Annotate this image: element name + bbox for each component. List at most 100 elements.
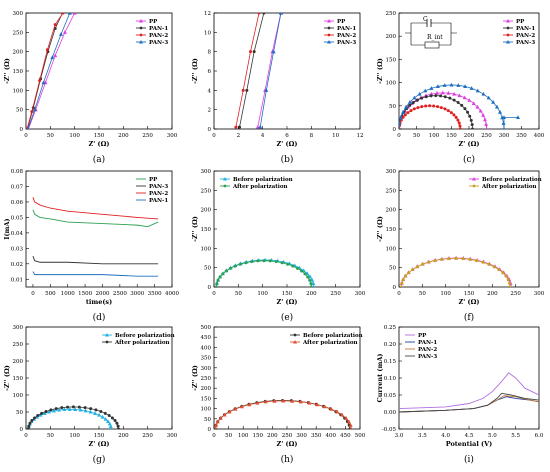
data-point xyxy=(307,400,312,405)
series-line xyxy=(27,13,71,129)
panel-label: (i) xyxy=(464,454,474,465)
x-tick-label: 100 xyxy=(257,291,268,297)
x-tick-label: 250 xyxy=(142,133,153,139)
data-point xyxy=(428,104,432,108)
data-point xyxy=(329,406,334,411)
data-point xyxy=(481,112,486,117)
y-axis-label: I(mA) xyxy=(3,218,11,239)
y-tick-label: 0.03 xyxy=(11,246,24,252)
data-point xyxy=(478,108,483,113)
data-point xyxy=(449,111,453,115)
legend-label: PAN-1 xyxy=(337,26,356,32)
series-pp xyxy=(399,372,539,410)
y-tick-label: 8 xyxy=(208,50,212,56)
data-point xyxy=(26,126,30,129)
y-tick-label: 0.07 xyxy=(11,184,24,190)
y-tick-label: 0.05 xyxy=(384,393,397,399)
y-tick-label: 300 xyxy=(201,169,212,175)
legend-marker xyxy=(223,184,227,188)
legend-label: PP xyxy=(149,19,157,25)
x-tick-label: 6.0 xyxy=(535,433,544,439)
series-before-polarization xyxy=(214,257,316,287)
data-point xyxy=(502,126,506,129)
resistor-label: R_int xyxy=(427,34,443,41)
data-point xyxy=(457,121,461,125)
series-pan-3 xyxy=(399,82,520,129)
legend-marker xyxy=(506,19,510,23)
x-tick-label: 0 xyxy=(212,433,216,439)
data-point xyxy=(400,109,405,114)
data-point xyxy=(241,88,245,92)
data-point xyxy=(456,83,461,87)
data-point xyxy=(218,275,222,279)
data-point xyxy=(399,126,401,129)
data-point xyxy=(97,412,102,417)
x-tick-label: 4.0 xyxy=(441,433,450,439)
y-tick-label: 0 xyxy=(20,127,24,133)
x-tick-label: 50 xyxy=(235,291,242,297)
data-point xyxy=(233,406,238,411)
legend-label: PAN-3 xyxy=(516,40,535,46)
data-point xyxy=(216,278,220,282)
legend-marker xyxy=(472,177,476,181)
data-point xyxy=(400,281,404,285)
y-tick-label: 150 xyxy=(201,227,212,233)
data-point xyxy=(27,424,31,428)
data-point xyxy=(443,107,447,111)
data-point xyxy=(456,100,460,104)
data-point xyxy=(494,104,499,109)
y-tick-label: 50 xyxy=(204,266,211,272)
legend-marker xyxy=(506,40,510,44)
panel-c: 0 50 100 150 200 250 300 350 400050100150200250Z… xyxy=(376,11,545,165)
data-point xyxy=(83,408,88,413)
x-tick-label: 350 xyxy=(311,433,322,439)
data-point xyxy=(424,95,428,99)
y-tick-label: 0.08 xyxy=(11,169,24,175)
y-tick-label: 350 xyxy=(201,356,212,362)
x-axis-label: Z' (Ω) xyxy=(459,298,480,306)
data-point xyxy=(28,421,32,425)
x-tick-label: 10 xyxy=(332,133,339,139)
x-axis-label: Z' (Ω) xyxy=(89,440,110,448)
data-point xyxy=(486,95,491,100)
data-point xyxy=(62,407,67,412)
y-tick-label: 300 xyxy=(13,325,24,331)
legend-label: After polarization xyxy=(114,340,170,346)
legend-marker xyxy=(472,184,476,188)
plot-area xyxy=(214,257,316,287)
y-tick-label: 250 xyxy=(386,11,397,17)
data-point xyxy=(322,404,327,409)
data-point xyxy=(108,424,113,429)
data-point xyxy=(435,84,440,89)
data-point xyxy=(469,86,474,90)
x-tick-label: 200 xyxy=(464,133,475,139)
series-pan-3 xyxy=(258,13,283,129)
data-point xyxy=(439,94,443,98)
y-tick-label: 150 xyxy=(386,227,397,233)
data-point xyxy=(59,32,64,36)
data-point xyxy=(468,114,472,118)
data-point xyxy=(272,398,277,403)
series-pan-2 xyxy=(234,13,261,129)
y-tick-label: 0.06 xyxy=(11,200,24,206)
plot-area xyxy=(26,13,77,129)
x-tick-label: 50 xyxy=(419,291,426,297)
x-tick-label: 100 xyxy=(238,433,249,439)
data-point xyxy=(399,121,402,125)
series-line xyxy=(400,257,512,287)
data-point xyxy=(280,261,284,265)
y-tick-label: 4 xyxy=(208,88,212,94)
y-tick-label: 250 xyxy=(13,342,24,348)
legend-marker xyxy=(223,177,227,181)
data-point xyxy=(99,409,103,413)
legend-marker xyxy=(327,26,331,30)
data-point xyxy=(423,88,428,93)
x-tick-label: 200 xyxy=(487,291,498,297)
x-tick-label: 200 xyxy=(267,433,278,439)
data-point xyxy=(406,111,410,115)
x-tick-label: 1000 xyxy=(61,291,75,297)
data-point xyxy=(471,127,474,129)
legend-label: PP xyxy=(149,177,157,183)
legend-marker xyxy=(327,19,331,23)
